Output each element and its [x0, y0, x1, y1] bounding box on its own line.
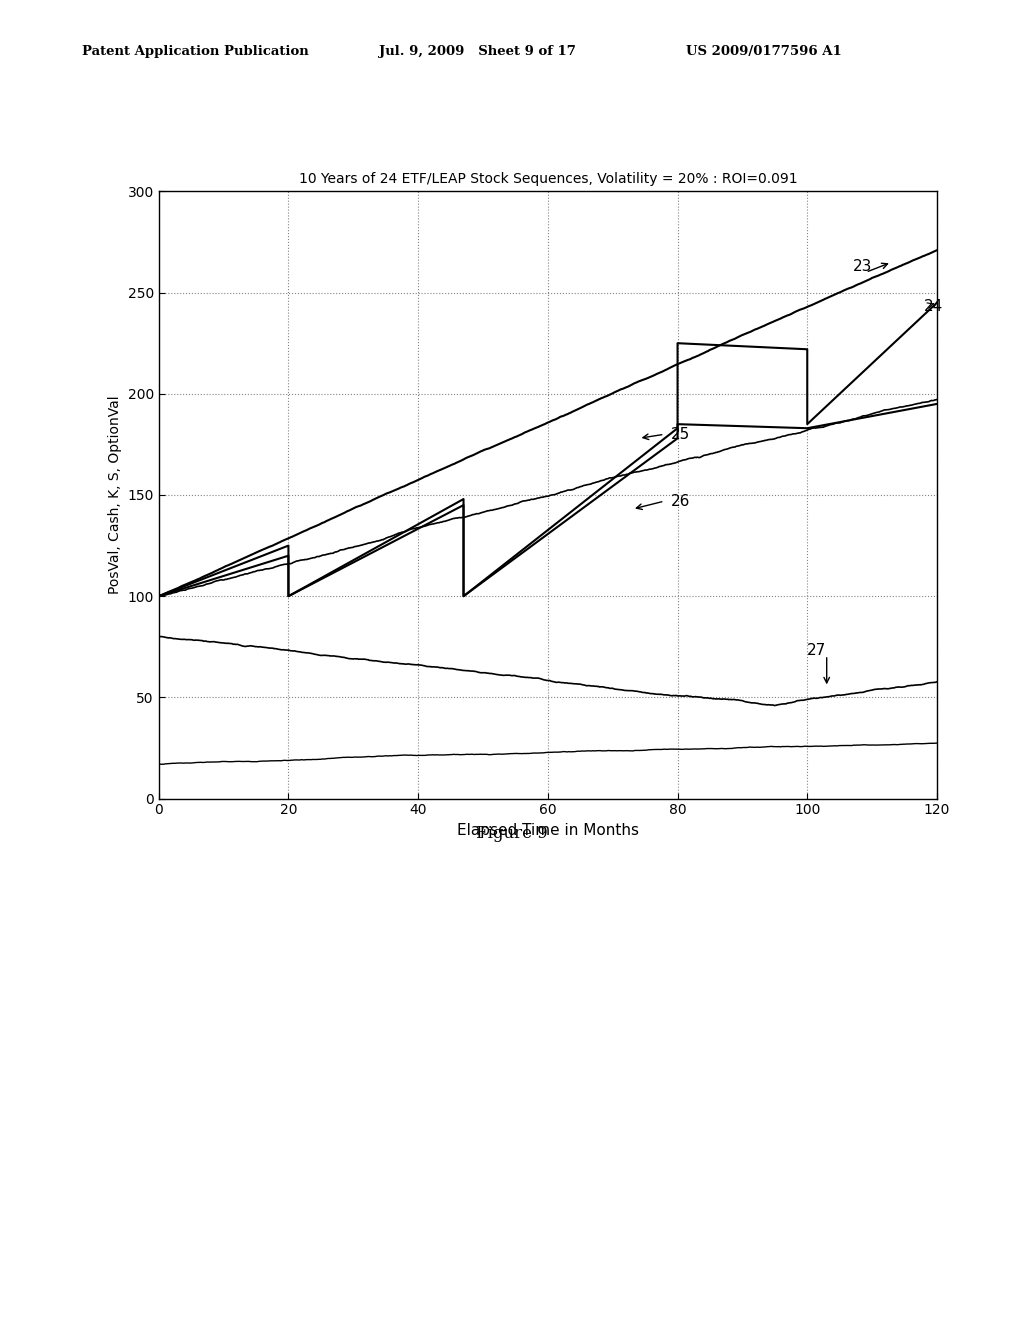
X-axis label: Elapsed Time in Months: Elapsed Time in Months	[457, 822, 639, 838]
Text: 25: 25	[671, 426, 690, 442]
Title: 10 Years of 24 ETF/LEAP Stock Sequences, Volatility = 20% : ROI=0.091: 10 Years of 24 ETF/LEAP Stock Sequences,…	[299, 172, 797, 186]
Text: Figure 9: Figure 9	[476, 825, 548, 842]
Y-axis label: PosVal, Cash, K, S, OptionVal: PosVal, Cash, K, S, OptionVal	[108, 396, 122, 594]
Text: 27: 27	[807, 643, 826, 659]
Text: Patent Application Publication: Patent Application Publication	[82, 45, 308, 58]
Text: US 2009/0177596 A1: US 2009/0177596 A1	[686, 45, 842, 58]
Text: 24: 24	[924, 300, 943, 314]
Text: 23: 23	[853, 260, 872, 275]
Text: 26: 26	[671, 494, 690, 508]
Text: Jul. 9, 2009   Sheet 9 of 17: Jul. 9, 2009 Sheet 9 of 17	[379, 45, 575, 58]
